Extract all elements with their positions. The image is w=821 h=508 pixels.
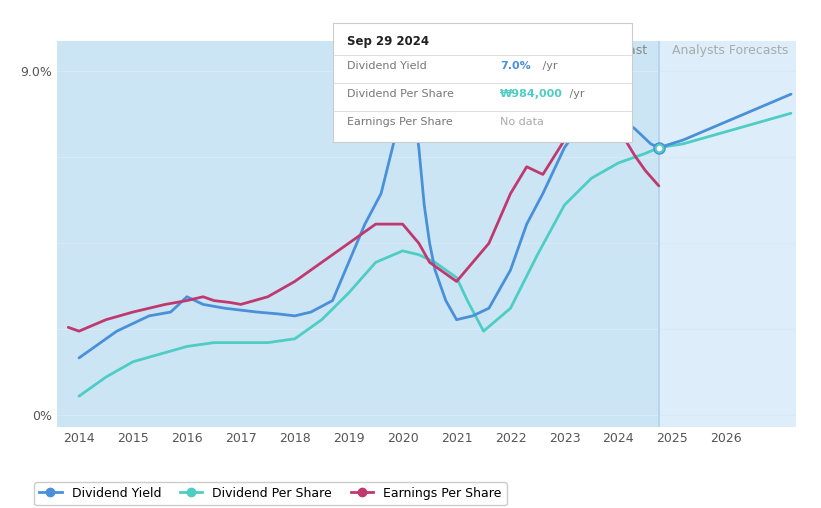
Text: Sep 29 2024: Sep 29 2024	[347, 35, 429, 48]
Text: No data: No data	[500, 117, 544, 127]
Text: Dividend Per Share: Dividend Per Share	[347, 88, 454, 99]
Text: /yr: /yr	[566, 88, 585, 99]
Text: 7.0%: 7.0%	[500, 61, 531, 71]
Legend: Dividend Yield, Dividend Per Share, Earnings Per Share: Dividend Yield, Dividend Per Share, Earn…	[34, 483, 507, 505]
Text: Dividend Yield: Dividend Yield	[347, 61, 427, 71]
Bar	[57, 41, 658, 427]
Text: Past: Past	[622, 44, 648, 57]
Text: Analysts Forecasts: Analysts Forecasts	[672, 44, 789, 57]
Bar	[658, 41, 796, 427]
Text: ₩984,000: ₩984,000	[500, 88, 563, 99]
Text: Earnings Per Share: Earnings Per Share	[347, 117, 453, 127]
Text: /yr: /yr	[539, 61, 557, 71]
